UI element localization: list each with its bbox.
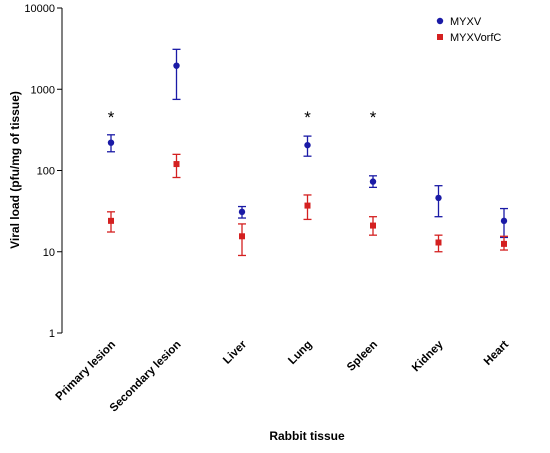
myxvorfc-data-point <box>239 233 245 240</box>
myxvorfc-data-point <box>304 202 311 209</box>
myxvorfc-legend-label: MYXVorfC <box>450 32 501 44</box>
myxv-legend-marker <box>436 17 444 25</box>
y-tick-label: 1 <box>49 328 55 340</box>
y-tick-label: 100 <box>37 166 55 178</box>
x-category-label: Heart <box>482 339 511 368</box>
myxv-data-point <box>369 178 377 185</box>
myxvorfc-data-point <box>370 222 376 229</box>
y-tick-label: 10 <box>43 247 55 259</box>
x-category-label: Secondary lesion <box>108 339 184 415</box>
myxv-data-point <box>238 208 246 216</box>
myxv-data-point <box>500 217 508 225</box>
y-axis-title: Viral load (pfu/mg of tissue) <box>8 91 22 249</box>
y-tick-label: 10000 <box>24 3 55 15</box>
myxv-legend-label: MYXV <box>450 16 482 28</box>
myxv-data-point <box>107 139 115 146</box>
x-category-label: Spleen <box>345 339 380 374</box>
myxv-data-point <box>304 141 311 149</box>
myxvorfc-data-point <box>435 239 442 246</box>
myxvorfc-legend-marker <box>437 34 443 40</box>
legend: MYXV MYXVorfC <box>436 16 501 44</box>
x-category-label: Kidney <box>410 338 446 374</box>
significance-asterisk: * <box>304 108 311 127</box>
myxvorfc-data-point <box>108 217 114 224</box>
myxv-data-point <box>173 62 180 69</box>
x-category-label: Liver <box>221 338 249 366</box>
myxvorfc-data-point <box>173 161 180 168</box>
significance-asterisk: * <box>370 108 377 127</box>
x-category-label: Lung <box>286 339 314 367</box>
y-tick-label: 1000 <box>31 84 55 96</box>
significance-asterisk: * <box>108 108 115 127</box>
myxv-data-point <box>435 194 442 202</box>
myxvorfc-data-point <box>501 240 507 247</box>
x-category-label: Primary lesion <box>54 339 119 404</box>
x-axis-title: Rabbit tissue <box>269 429 345 443</box>
